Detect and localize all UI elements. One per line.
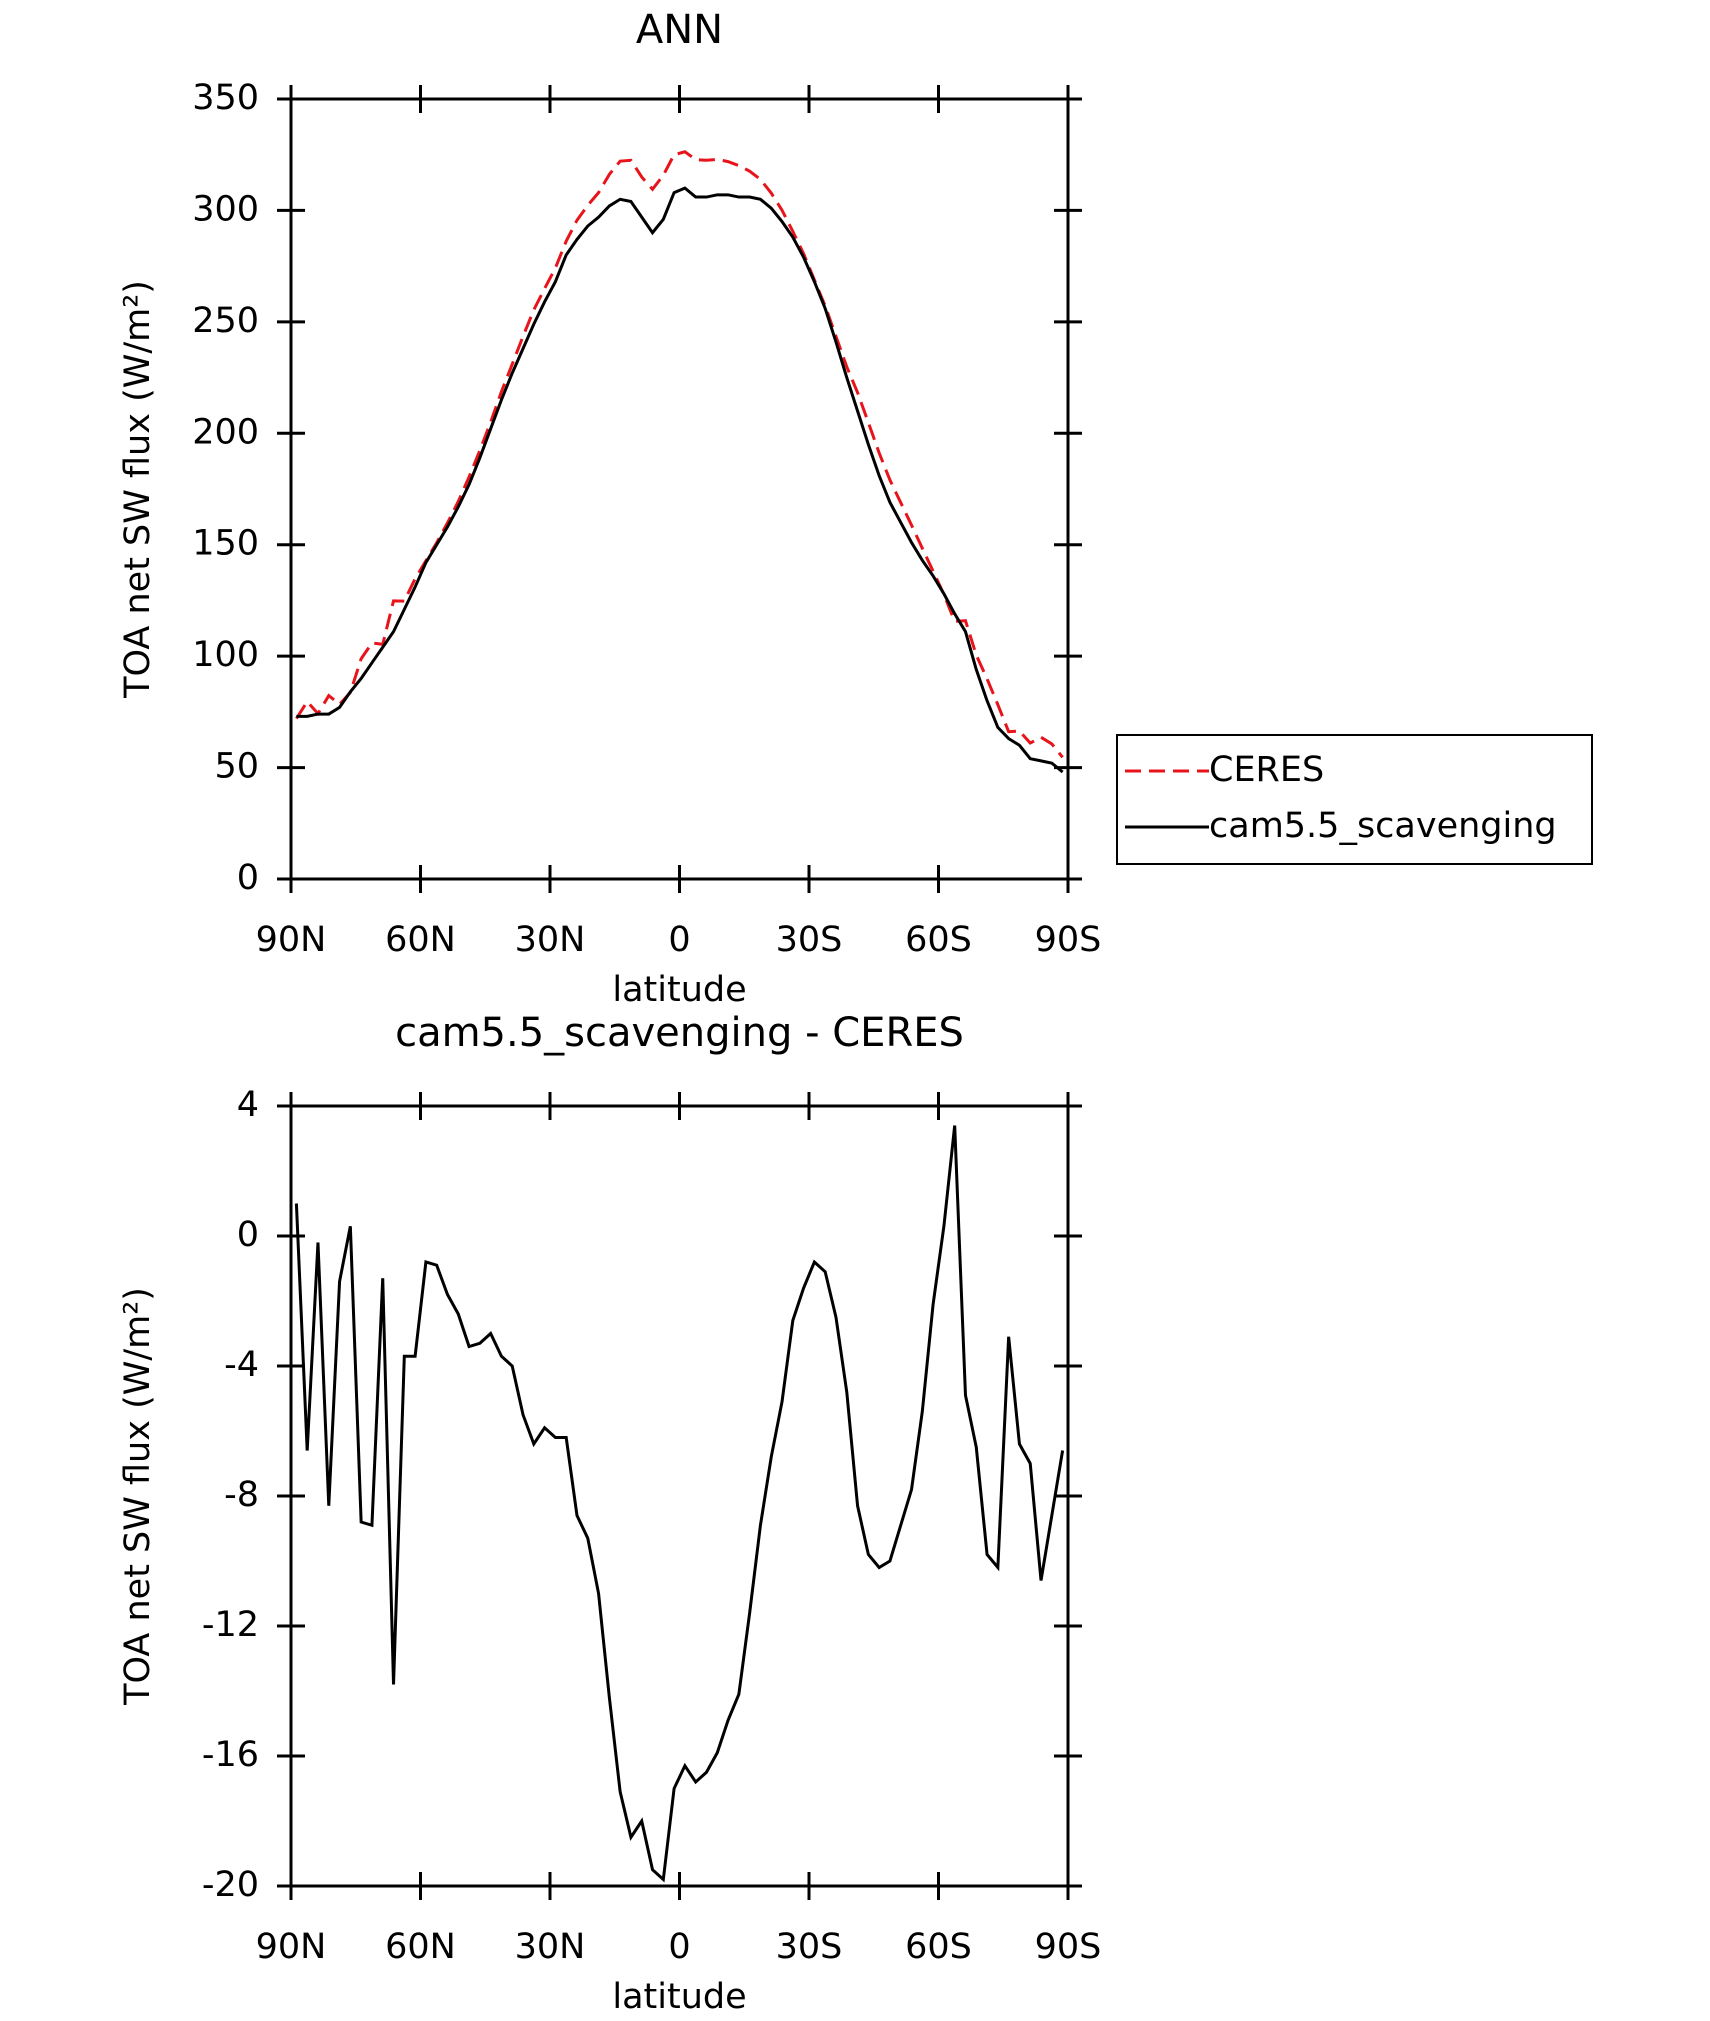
y-tick-label: 150 bbox=[192, 524, 259, 564]
x-tick-label: 30N bbox=[515, 920, 586, 960]
y-axis-label: TOA net SW flux (W/m²) bbox=[118, 1287, 158, 1706]
y-tick-label: 100 bbox=[192, 635, 259, 675]
x-tick-label: 60N bbox=[385, 920, 456, 960]
y-tick-label: 300 bbox=[192, 189, 259, 229]
x-tick-label: 60S bbox=[905, 920, 972, 960]
y-tick-label: -20 bbox=[202, 1865, 259, 1905]
plot-frame bbox=[289, 97, 1070, 881]
x-tick-label: 60S bbox=[905, 1927, 972, 1967]
y-tick-label: 200 bbox=[192, 412, 259, 452]
y-axis-label: TOA net SW flux (W/m²) bbox=[118, 280, 158, 699]
legend-label: cam5.5_scavenging bbox=[1209, 806, 1557, 846]
x-tick-label: 30N bbox=[515, 1927, 586, 1967]
x-tick-label: 30S bbox=[776, 920, 843, 960]
x-tick-label: 0 bbox=[668, 1927, 690, 1967]
chart-title: cam5.5_scavenging - CERES bbox=[395, 1010, 964, 1056]
y-tick-label: 4 bbox=[237, 1085, 259, 1125]
x-axis-label: latitude bbox=[612, 970, 746, 1010]
y-tick-label: 50 bbox=[214, 747, 259, 787]
x-tick-label: 90N bbox=[256, 1927, 327, 1967]
y-tick-label: -4 bbox=[224, 1345, 259, 1385]
legend-label: CERES bbox=[1209, 750, 1324, 790]
y-tick-label: 0 bbox=[237, 1215, 259, 1255]
y-tick-label: 250 bbox=[192, 301, 259, 341]
data-line bbox=[295, 150, 1064, 759]
y-tick-label: -16 bbox=[202, 1735, 259, 1775]
y-tick-label: -8 bbox=[224, 1475, 259, 1515]
x-tick-label: 0 bbox=[668, 920, 690, 960]
x-tick-label: 90S bbox=[1035, 1927, 1102, 1967]
y-tick-label: 350 bbox=[192, 78, 259, 118]
data-line bbox=[294, 1125, 1065, 1883]
plot-frame bbox=[289, 1104, 1070, 1888]
x-tick-label: 90N bbox=[256, 920, 327, 960]
legend-box bbox=[1116, 734, 1593, 865]
chart-title: ANN bbox=[636, 7, 723, 53]
x-tick-label: 30S bbox=[776, 1927, 843, 1967]
data-line bbox=[296, 186, 1064, 774]
x-axis-label: latitude bbox=[612, 1977, 746, 2017]
x-tick-label: 60N bbox=[385, 1927, 456, 1967]
y-tick-label: 0 bbox=[237, 858, 259, 898]
x-tick-label: 90S bbox=[1035, 920, 1102, 960]
y-tick-label: -12 bbox=[202, 1605, 259, 1645]
